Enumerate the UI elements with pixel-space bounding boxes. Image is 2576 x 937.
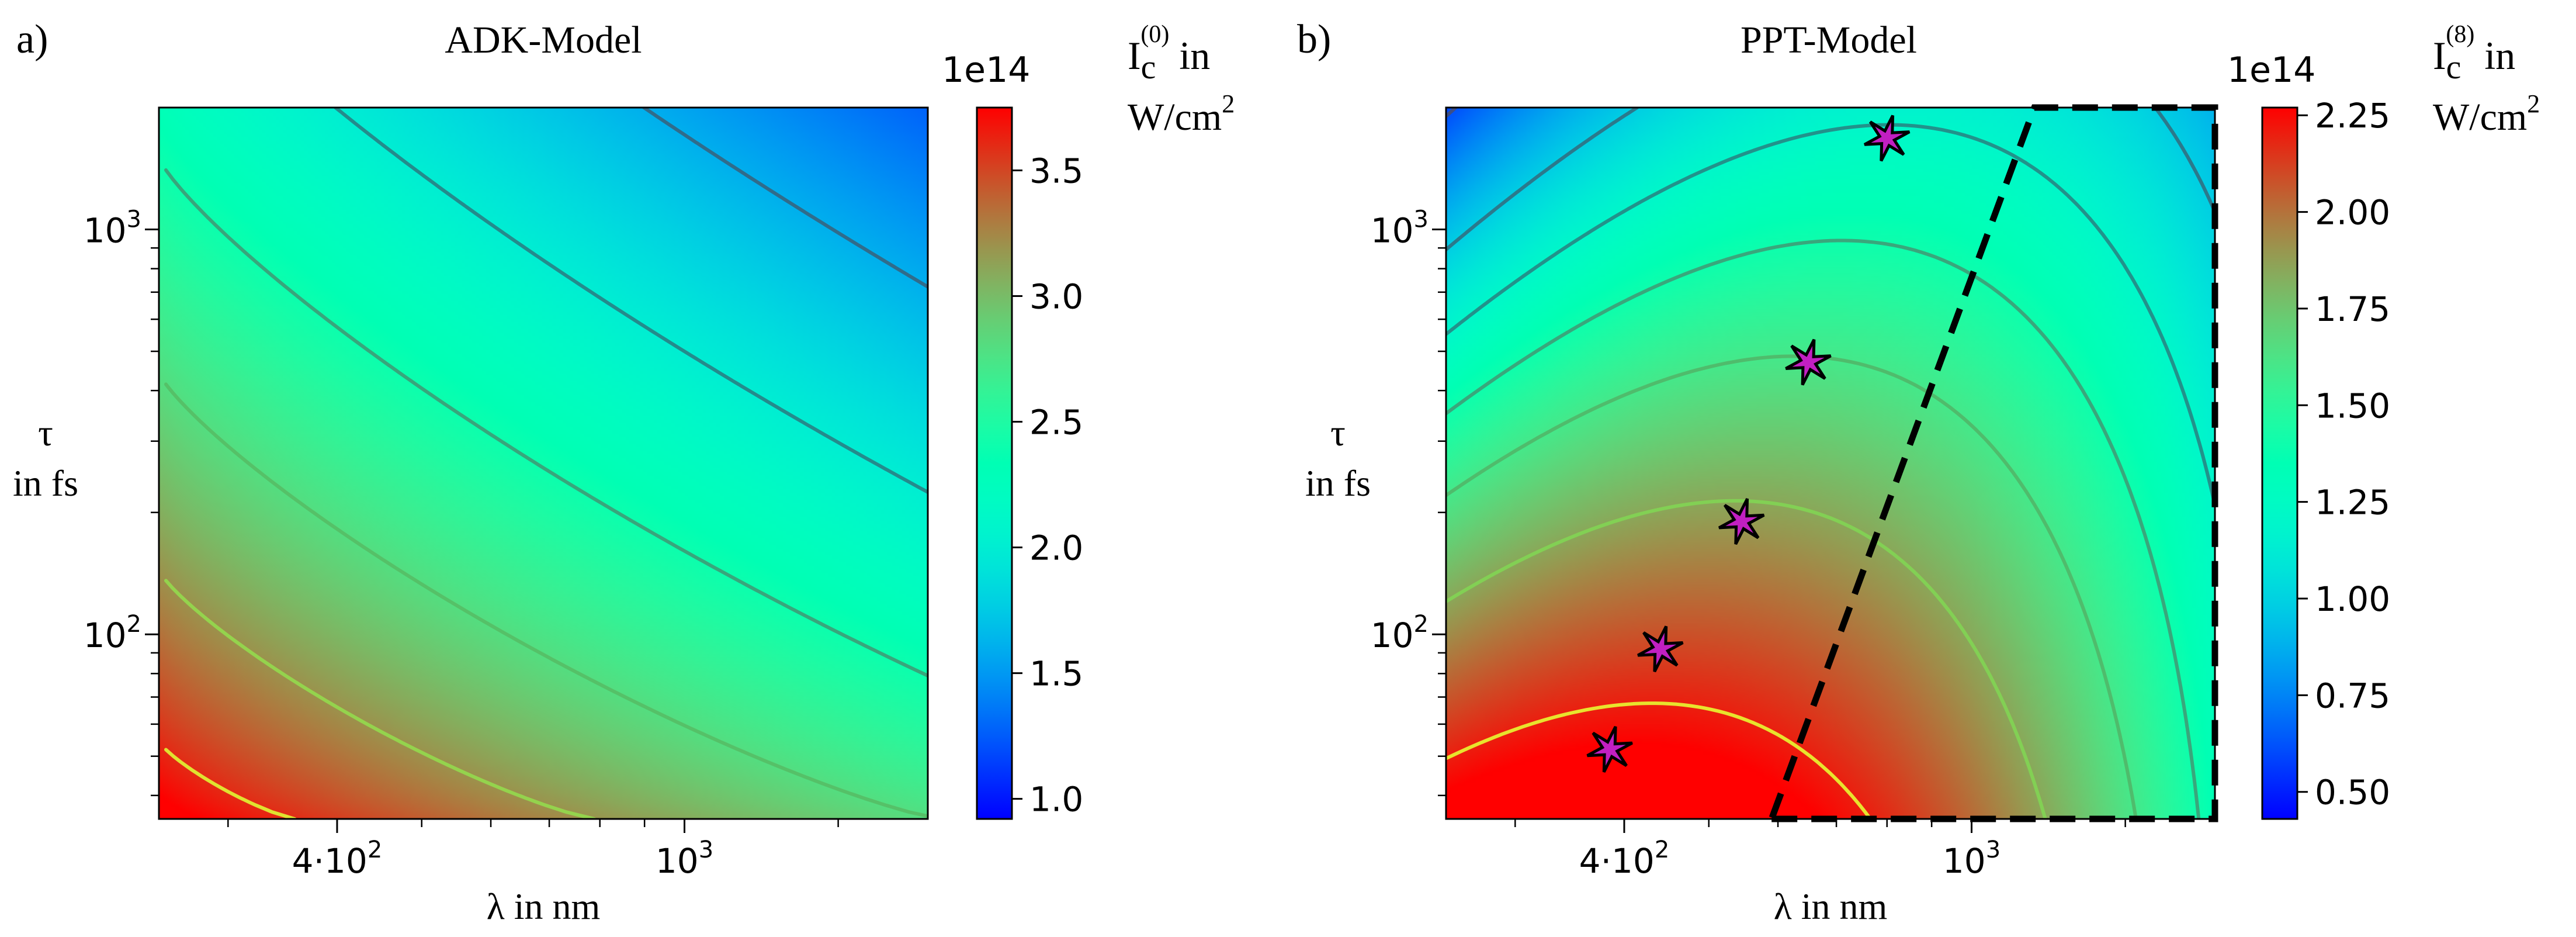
colorbar-tick-label-b-4: 1.50 (2315, 386, 2390, 426)
colorbar-title-b-sup: (8) (2446, 21, 2474, 48)
chart-title-b: PPT-Model (1741, 19, 1917, 61)
y-tick-label-b-1: 103 (1371, 206, 1429, 251)
colorbar-title-a-sup: (0) (1140, 21, 1169, 48)
chart-title-a: ADK-Model (445, 19, 642, 61)
panel-a: a) ADK-Model 4·102 103 102 103 λ in nm τ in… (13, 17, 1235, 927)
colorbar-title-b-unit-sup: 2 (2527, 89, 2540, 118)
x-axis-label-b: λ in nm (1774, 886, 1888, 927)
colorbar-tick-label-b-2: 1.00 (2315, 579, 2390, 619)
contour-line-b-0 (1446, 701, 1873, 819)
contour-line-b-1 (1446, 499, 2047, 819)
panel-label-b: b) (1297, 17, 1331, 62)
colorbar-title-b-main: I (2433, 33, 2446, 78)
colorbar-title-b-line2: W/cm2 (2433, 89, 2540, 139)
colorbar-offset-b: 1e14 (2227, 50, 2315, 91)
contour-line-a-1 (164, 579, 597, 819)
y-axis-label-a-line1: τ (38, 412, 53, 454)
axis-ticks-a: 4·102 103 102 103 (84, 206, 839, 881)
contour-line-a-3 (164, 168, 928, 677)
x-tick-label-b-0: 4·102 (1579, 836, 1670, 881)
colorbar-tick-label-a-2: 2.0 (1029, 528, 1083, 568)
colorbar-tick-label-b-6: 2.00 (2315, 193, 2390, 233)
colorbar-title-a-sub: c (1141, 48, 1156, 86)
colorbar-offset-a: 1e14 (942, 50, 1030, 91)
contour-line-a-2 (164, 382, 928, 818)
contour-lines-b (1446, 108, 2215, 819)
contour-line-a-4 (334, 108, 928, 494)
plot-frame-b (1445, 106, 2216, 820)
colorbar-ticks-a: 1.0 1.5 2.0 2.5 3.0 3.5 (1012, 151, 1083, 820)
colorbar-tick-label-a-1: 1.5 (1029, 654, 1083, 694)
colorbar-title-a-unit-sup: 2 (1222, 89, 1235, 118)
x-axis-label-a: λ in nm (487, 886, 601, 927)
colorbar-tick-label-a-4: 3.0 (1029, 277, 1083, 317)
stars-b (1586, 115, 1911, 773)
y-tick-label-b-0: 102 (1371, 611, 1429, 655)
contour-line-b-2 (1446, 354, 2138, 819)
colorbar-a (976, 106, 1013, 820)
heatmap-image-b (1446, 108, 2215, 819)
star-marker-0 (1586, 725, 1633, 773)
star-marker-4 (1864, 115, 1911, 162)
colorbar-tick-label-b-3: 1.25 (2315, 483, 2390, 523)
plot-frame-a (158, 106, 929, 820)
colorbar-tick-label-a-5: 3.5 (1029, 151, 1083, 191)
colorbar-title-b-suffix: in (2474, 33, 2515, 78)
colorbar-title-b-sub: c (2446, 48, 2461, 86)
y-axis-label-a-line2: in fs (13, 462, 78, 504)
y-axis-label-b-line1: τ (1330, 412, 1346, 454)
contour-line-b-5 (1446, 108, 2215, 251)
star-marker-2 (1718, 498, 1765, 545)
colorbar-ticks-b: 0.50 0.75 1.00 1.25 1.50 1.75 2.00 2.25 (2297, 96, 2390, 812)
contour-line-a-5 (642, 108, 928, 289)
panel-b: b) PPT-Model 4·102 103 102 103 λ in nm τ in… (1297, 17, 2540, 927)
axis-ticks-b: 4·102 103 102 103 (1371, 206, 2126, 881)
y-axis-label-b-line2: in fs (1305, 462, 1371, 504)
colorbar-tick-label-a-3: 2.5 (1029, 403, 1083, 442)
colorbar-b (2261, 106, 2298, 820)
x-tick-label-b-1: 103 (1943, 836, 2001, 881)
colorbar-title-a-line1: Ic(0) in (1128, 21, 1210, 86)
contour-line-b-4 (1446, 123, 2215, 507)
colorbar-title-a-unit: W/cm (1128, 96, 1222, 139)
y-tick-label-a-1: 103 (84, 206, 141, 251)
colorbar-tick-label-b-1: 0.75 (2315, 676, 2390, 715)
colorbar-title-a-suffix: in (1169, 33, 1210, 78)
star-marker-3 (1785, 338, 1832, 386)
contour-line-a-0 (164, 748, 297, 819)
x-tick-label-a-1: 103 (656, 836, 713, 881)
heatmap-image-a (159, 108, 928, 819)
colorbar-title-b-unit: W/cm (2433, 96, 2527, 139)
contour-line-b-3 (1446, 238, 2201, 819)
colorbar-tick-label-a-0: 1.0 (1029, 780, 1083, 820)
colorbar-title-a-line2: W/cm2 (1128, 89, 1235, 139)
panel-label-a: a) (16, 17, 48, 62)
x-tick-label-a-0: 4·102 (292, 836, 383, 881)
colorbar-title-a-main: I (1128, 33, 1141, 78)
y-tick-label-a-0: 102 (84, 611, 141, 655)
colorbar-tick-label-b-7: 2.25 (2315, 96, 2390, 136)
colorbar-tick-label-b-5: 1.75 (2315, 289, 2390, 329)
colorbar-title-b-line1: Ic(8) in (2433, 21, 2515, 86)
contour-lines-a (164, 108, 928, 819)
colorbar-tick-label-b-0: 0.50 (2315, 773, 2390, 812)
star-marker-1 (1637, 625, 1684, 673)
